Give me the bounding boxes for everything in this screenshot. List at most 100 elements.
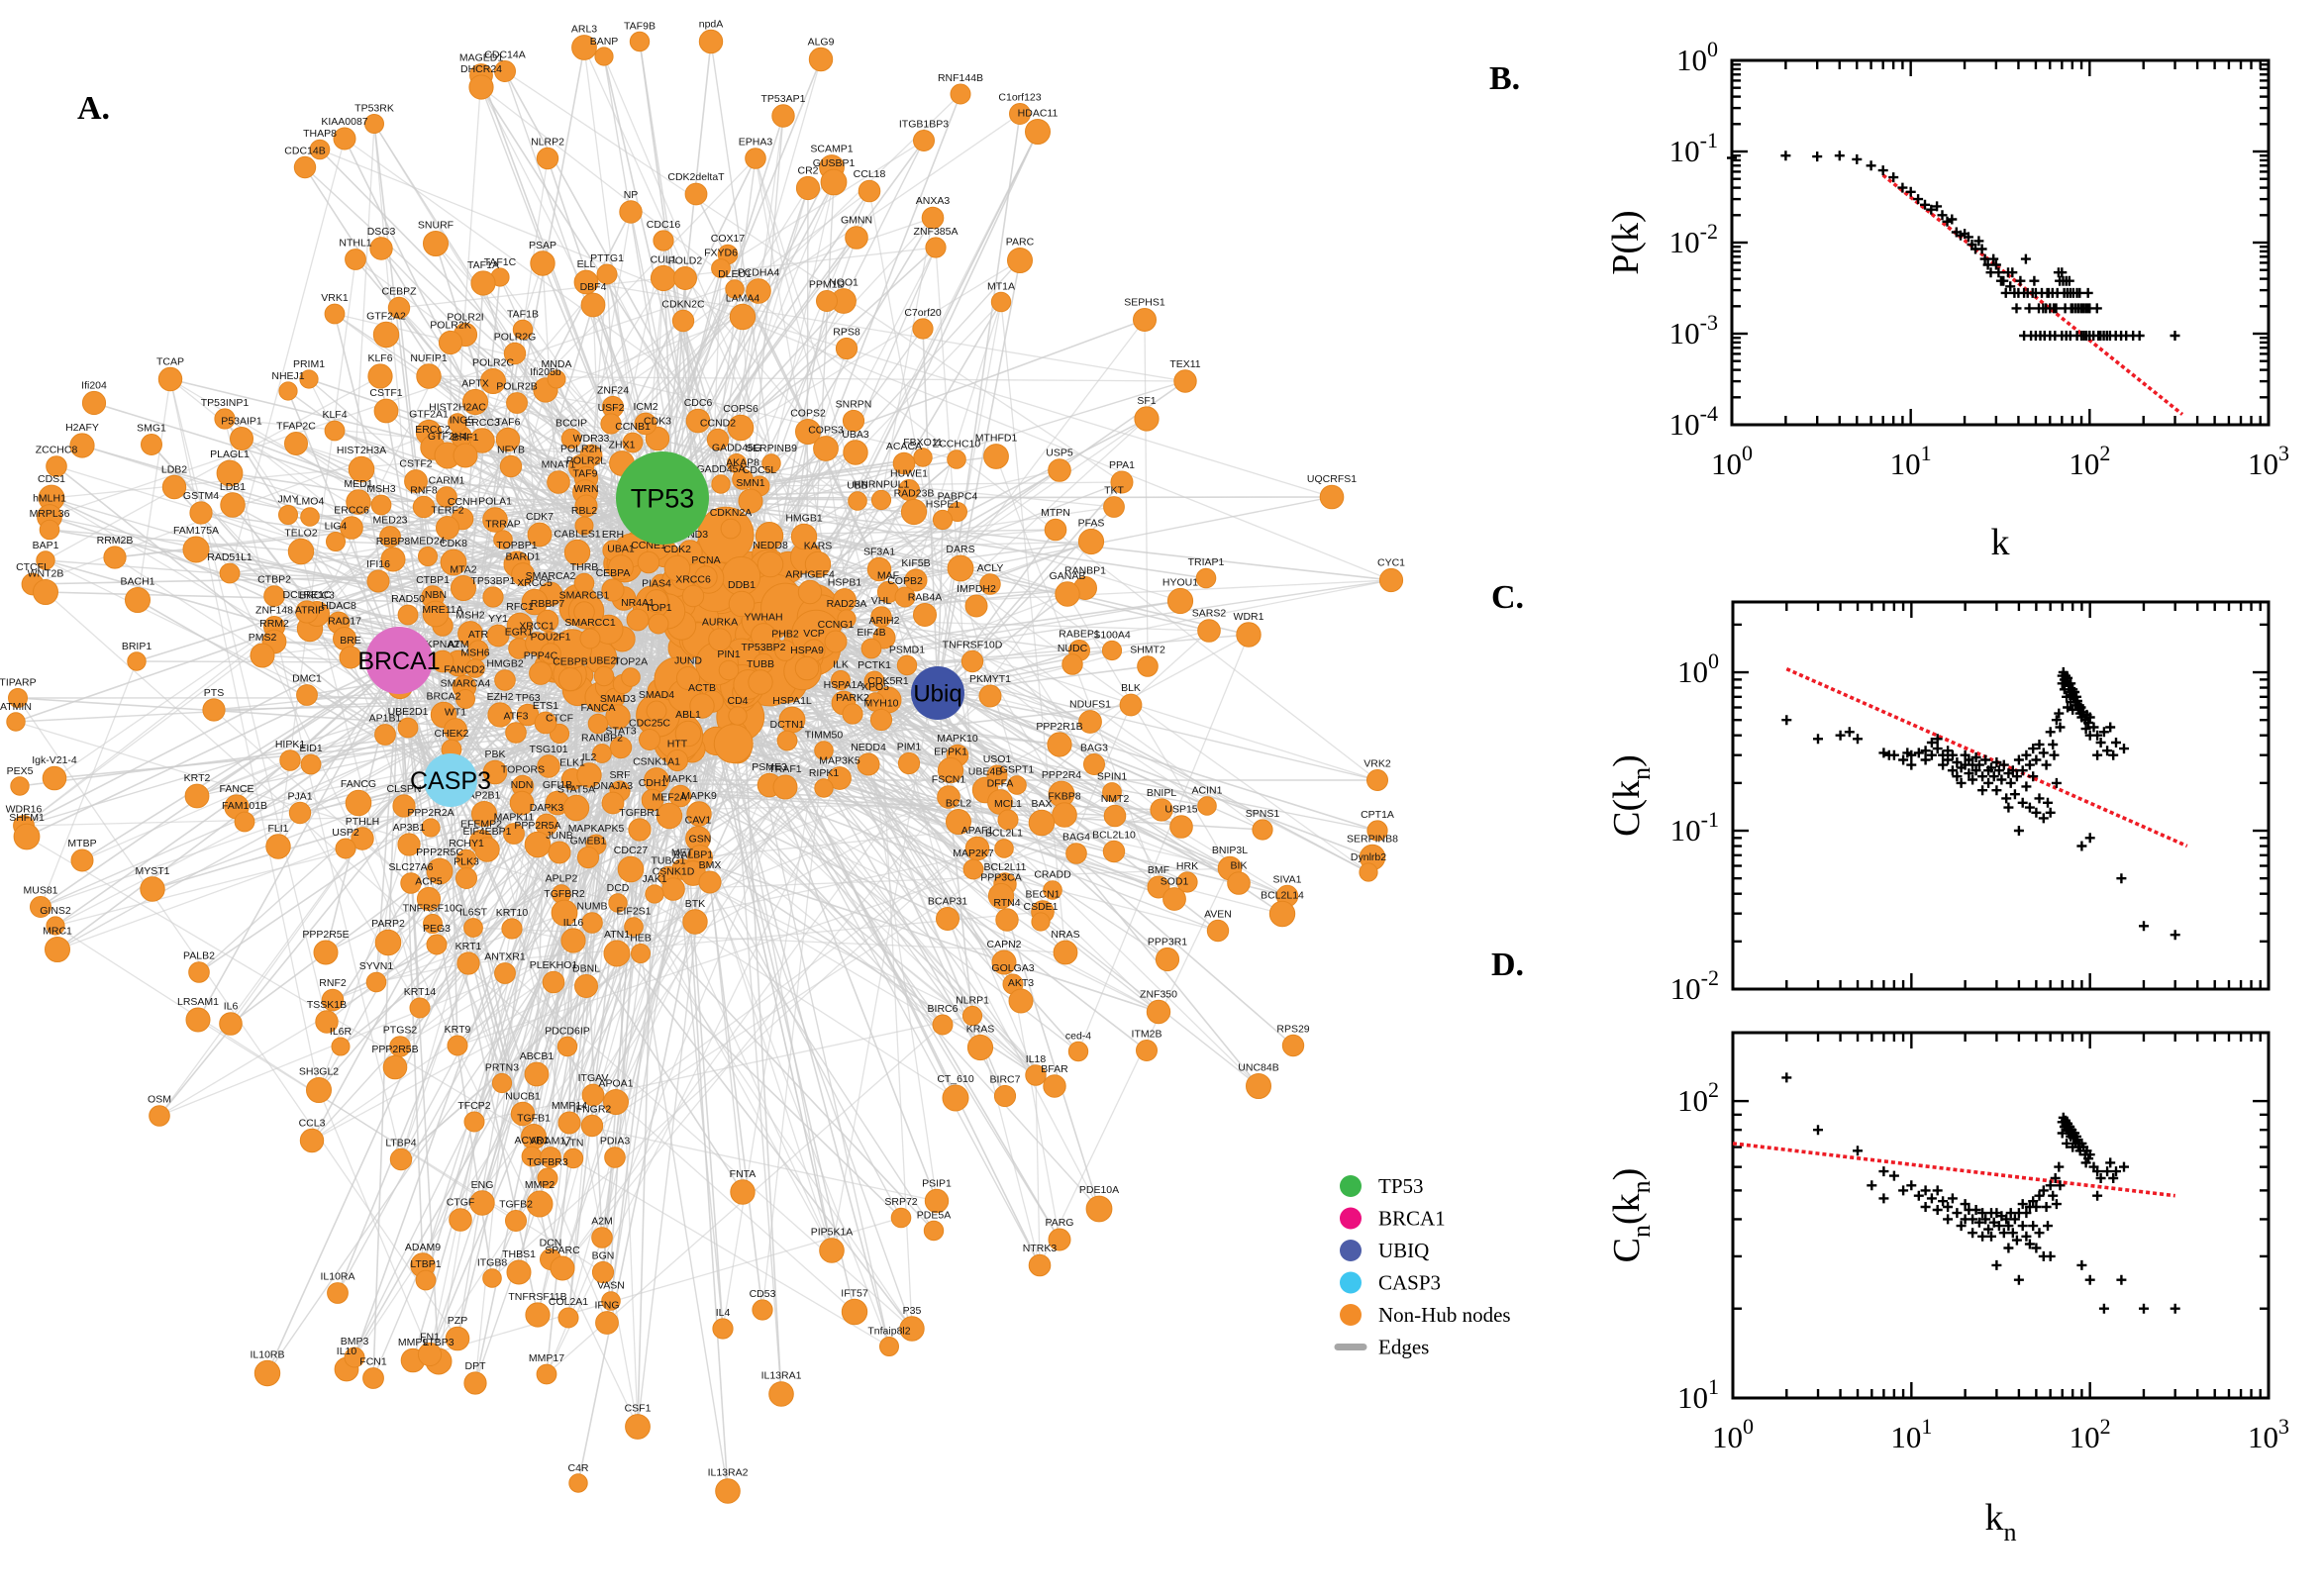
y-tick-label: 101 <box>1677 1374 1719 1415</box>
network-node <box>182 536 210 563</box>
network-node-label: MSH2 <box>455 610 484 622</box>
network-node-label: ANTXR1 <box>484 951 526 963</box>
network-node-label: TNFRSF10D <box>943 639 1003 650</box>
network-node-label: HSPE1 <box>926 498 960 510</box>
network-node-label: CSNK1A1 <box>633 756 680 768</box>
network-node-label: ABCB1 <box>520 1050 555 1062</box>
network-node-label: PPP2R5E <box>302 929 349 941</box>
network-node <box>494 669 516 691</box>
network-node-label: CTBP2 <box>257 574 291 586</box>
network-node-label: CSTF1 <box>369 387 402 399</box>
network-edge <box>622 683 1100 1210</box>
network-edge <box>598 697 729 1492</box>
network-node <box>33 579 58 605</box>
network-node-label: RNF2 <box>319 977 347 989</box>
network-node-label: SHMT2 <box>1130 645 1165 656</box>
network-node <box>631 944 651 963</box>
network-node <box>1133 308 1157 332</box>
x-tick-label: 101 <box>1890 441 1932 481</box>
network-nodes <box>6 29 1404 1504</box>
network-node-label: MTA2 <box>450 564 476 576</box>
network-node <box>562 1147 584 1169</box>
network-node-label: CRADD <box>1034 869 1071 881</box>
panel-b-label: B. <box>1489 60 1520 97</box>
network-node-label: SERPINB8 <box>1347 833 1398 845</box>
network-node-label: TP53BP1 <box>471 575 516 587</box>
network-node <box>491 1072 513 1094</box>
network-node-label: HSPA1A <box>824 679 864 691</box>
network-node-label: Ifi204 <box>81 379 107 391</box>
network-node <box>263 585 285 607</box>
network-node-label: RCHY1 <box>449 838 484 849</box>
network-node-label: EPHA3 <box>739 137 773 149</box>
network-node-label: GSPT1 <box>1000 764 1035 776</box>
network-edge <box>831 301 1002 1251</box>
network-node <box>921 206 945 230</box>
network-node <box>925 237 947 258</box>
network-node <box>1162 887 1186 911</box>
network-node <box>563 539 591 566</box>
network-edge <box>491 630 1210 1279</box>
x-tick-label: 102 <box>2069 441 2110 481</box>
network-node <box>510 1101 536 1127</box>
network-node-label: NUMB <box>577 901 608 913</box>
network-node-label: TIPARP <box>0 677 37 689</box>
network-node <box>1055 581 1080 607</box>
network-node-label: RBBP7 <box>531 598 565 610</box>
legend-label: CASP3 <box>1378 1271 1441 1295</box>
network-node-label: NP <box>624 189 639 201</box>
network-node <box>1366 820 1388 842</box>
network-node-label: CEBPB <box>553 655 588 667</box>
network-node <box>757 550 784 578</box>
network-node-label: FXYD6 <box>704 248 738 259</box>
network-node <box>372 321 400 349</box>
network-node-label: KIAA0087 <box>321 116 367 128</box>
network-node-label: CARM1 <box>429 475 465 487</box>
network-node-label: MED1 <box>344 478 372 490</box>
network-node-label: IL6R <box>330 1026 353 1038</box>
network-node-label: TP53AP1 <box>761 93 806 105</box>
network-node <box>1048 1228 1071 1251</box>
network-node-label: GSN <box>689 834 712 846</box>
network-node <box>448 413 467 433</box>
network-node-label: ATRIP <box>295 604 325 616</box>
network-edge <box>546 824 699 840</box>
network-node-label: CCNG1 <box>818 619 855 631</box>
network-node-label: DMC1 <box>292 673 322 685</box>
network-node-label: FNTA <box>730 1168 757 1180</box>
network-node <box>869 708 893 732</box>
network-node-label: MSH3 <box>366 483 395 495</box>
network-node <box>936 907 960 931</box>
network-edge <box>585 676 632 987</box>
network-node <box>45 937 70 962</box>
network-node <box>879 1337 899 1356</box>
network-node <box>529 661 553 685</box>
network-edge <box>937 259 1021 694</box>
network-node <box>525 1302 551 1328</box>
network-node-label: CDK7 <box>526 511 554 523</box>
network-edge <box>880 217 934 501</box>
y-tick-label: 10-3 <box>1669 310 1718 350</box>
network-node-label: SMG1 <box>137 423 166 435</box>
network-node-label: USO1 <box>983 753 1012 765</box>
network-edge <box>45 375 381 561</box>
network-node-label: THAP8 <box>303 128 337 140</box>
network-node-label: APAF1 <box>961 825 994 837</box>
network-edge <box>577 683 742 1484</box>
network-node <box>605 704 631 730</box>
network-node-label: DBNL <box>572 963 600 975</box>
network-node <box>400 872 422 894</box>
panel-d-label: D. <box>1491 947 1524 983</box>
network-node-label: ANXA3 <box>916 195 951 207</box>
network-edge <box>937 593 1068 694</box>
network-node <box>557 1111 581 1135</box>
network-node <box>216 459 244 487</box>
network-hubs: TP53 BRCA1 Ubiq CASP3 <box>357 451 964 807</box>
network-node <box>470 270 496 296</box>
network-node <box>453 443 478 468</box>
network-node-label: POLR2C <box>472 357 514 369</box>
network-node-label: SRF <box>610 769 631 781</box>
legend-swatch-circle <box>1340 1240 1362 1261</box>
y-tick-label: 10-2 <box>1669 219 1718 259</box>
network-node <box>392 794 416 818</box>
